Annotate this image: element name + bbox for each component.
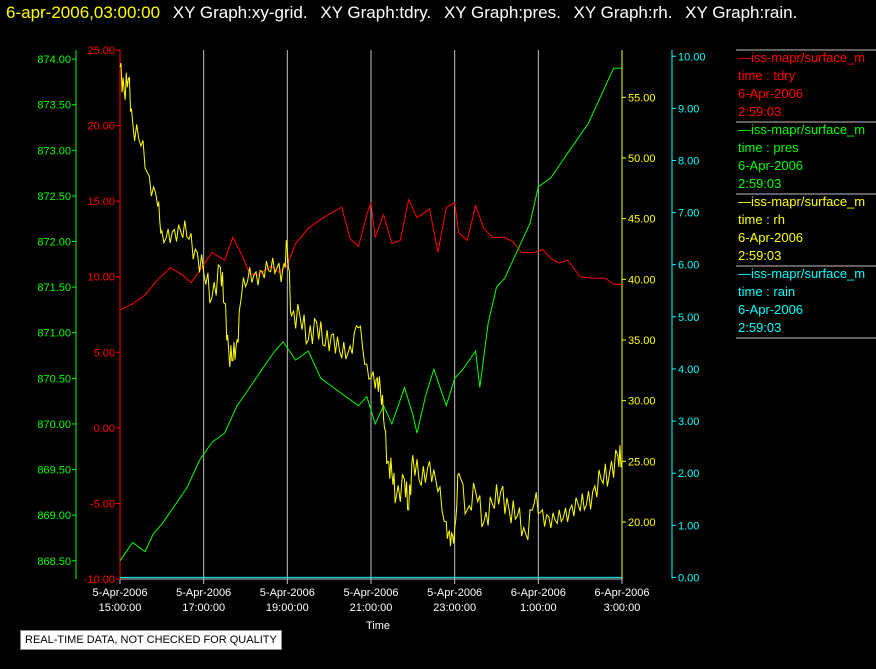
- rain-tick-label: 7.00: [678, 208, 699, 220]
- pres-tick-label: 874.00: [37, 54, 71, 66]
- rh-tick-label: 35.00: [628, 335, 656, 347]
- pres-series-line: [119, 67, 622, 562]
- tdry-series-line: [119, 197, 622, 311]
- rh-tick-label: 50.00: [628, 153, 656, 165]
- rh-tick-label: 20.00: [628, 517, 656, 529]
- rain-tick-label: 10.00: [678, 51, 706, 63]
- rain-tick-label: 8.00: [678, 155, 699, 167]
- pres-tick-label: 871.50: [37, 282, 71, 294]
- x-axis-label: Time: [366, 620, 390, 632]
- tdry-tick-label: -10.00: [84, 574, 115, 586]
- pres-tick-label: 870.50: [37, 373, 71, 385]
- pres-tick-label: 873.50: [37, 100, 71, 112]
- rh-series-line: [119, 62, 623, 547]
- quality-note: REAL-TIME DATA, NOT CHECKED FOR QUALITY: [20, 630, 282, 650]
- graph-title-rain: XY Graph:rain.: [685, 3, 798, 22]
- legend-pres-text: 2:59:03: [738, 176, 781, 191]
- legend-tdry-text: 2:59:03: [738, 104, 781, 119]
- graph-header: 6-apr-2006,03:00:00 XY Graph:xy-grid. XY…: [6, 3, 797, 23]
- x-tick-label-time: 17:00:00: [182, 602, 225, 614]
- legend-pres-text: 6-Apr-2006: [738, 158, 803, 173]
- legend-rain-text: 6-Apr-2006: [738, 302, 803, 317]
- x-tick-label-date: 5-Apr-2006: [343, 587, 398, 599]
- rain-tick-label: 3.00: [678, 416, 699, 428]
- legend-rain-text: —iss-mapr/surface_m: [738, 266, 865, 281]
- legend-rh-text: —iss-mapr/surface_m: [738, 194, 865, 209]
- x-tick-label-time: 23:00:00: [433, 602, 476, 614]
- x-tick-label-date: 6-Apr-2006: [594, 587, 649, 599]
- rain-tick-label: 5.00: [678, 312, 699, 324]
- x-tick-label-time: 1:00:00: [520, 602, 557, 614]
- pres-tick-label: 873.00: [37, 145, 71, 157]
- graph-title-tdry: XY Graph:tdry.: [320, 3, 432, 22]
- rh-tick-label: 45.00: [628, 214, 656, 226]
- tdry-tick-label: 15.00: [87, 196, 115, 208]
- tdry-tick-label: 25.00: [87, 45, 115, 57]
- x-tick-label-date: 5-Apr-2006: [92, 587, 147, 599]
- rain-tick-label: 0.00: [678, 572, 699, 584]
- x-tick-label-time: 21:00:00: [350, 602, 393, 614]
- legend-rain-text: time : rain: [738, 284, 795, 299]
- tdry-tick-label: 0.00: [94, 423, 115, 435]
- tdry-tick-label: 10.00: [87, 272, 115, 284]
- pres-tick-label: 872.00: [37, 237, 71, 249]
- x-tick-label-time: 3:00:00: [604, 602, 641, 614]
- legend-tdry-text: time : tdry: [738, 68, 796, 83]
- rain-tick-label: 9.00: [678, 103, 699, 115]
- legend-rain-text: 2:59:03: [738, 320, 781, 335]
- header-timestamp: 6-apr-2006,03:00:00: [6, 3, 161, 22]
- x-tick-label-time: 19:00:00: [266, 602, 309, 614]
- legend-tdry-text: —iss-mapr/surface_m: [738, 50, 865, 65]
- legend-pres-text: —iss-mapr/surface_m: [738, 122, 865, 137]
- rh-tick-label: 55.00: [628, 92, 656, 104]
- rh-tick-label: 40.00: [628, 274, 656, 286]
- pres-tick-label: 870.00: [37, 419, 71, 431]
- graph-title-pres: XY Graph:pres.: [443, 3, 561, 22]
- legend-rh-text: 6-Apr-2006: [738, 230, 803, 245]
- legend-pres-text: time : pres: [738, 140, 799, 155]
- x-tick-label-date: 5-Apr-2006: [427, 587, 482, 599]
- x-tick-label-date: 5-Apr-2006: [260, 587, 315, 599]
- pres-tick-label: 869.50: [37, 465, 71, 477]
- x-tick-label-date: 5-Apr-2006: [176, 587, 231, 599]
- rain-tick-label: 4.00: [678, 364, 699, 376]
- graph-title-xy-grid: XY Graph:xy-grid.: [172, 3, 308, 22]
- x-tick-label-time: 15:00:00: [99, 602, 142, 614]
- pres-tick-label: 868.50: [37, 556, 71, 568]
- rh-tick-label: 25.00: [628, 456, 656, 468]
- rain-tick-label: 6.00: [678, 260, 699, 272]
- tdry-tick-label: 20.00: [87, 121, 115, 133]
- legend-rh-text: 2:59:03: [738, 248, 781, 263]
- pres-tick-label: 872.50: [37, 191, 71, 203]
- legend-rh-text: time : rh: [738, 212, 785, 227]
- rh-tick-label: 30.00: [628, 396, 656, 408]
- tdry-tick-label: -5.00: [90, 498, 115, 510]
- rain-tick-label: 2.00: [678, 468, 699, 480]
- graph-title-rh: XY Graph:rh.: [573, 3, 673, 22]
- pres-tick-label: 871.00: [37, 328, 71, 340]
- x-tick-label-date: 6-Apr-2006: [511, 587, 566, 599]
- pres-tick-label: 869.00: [37, 510, 71, 522]
- tdry-tick-label: 5.00: [94, 347, 115, 359]
- legend-tdry-text: 6-Apr-2006: [738, 86, 803, 101]
- rain-tick-label: 1.00: [678, 520, 699, 532]
